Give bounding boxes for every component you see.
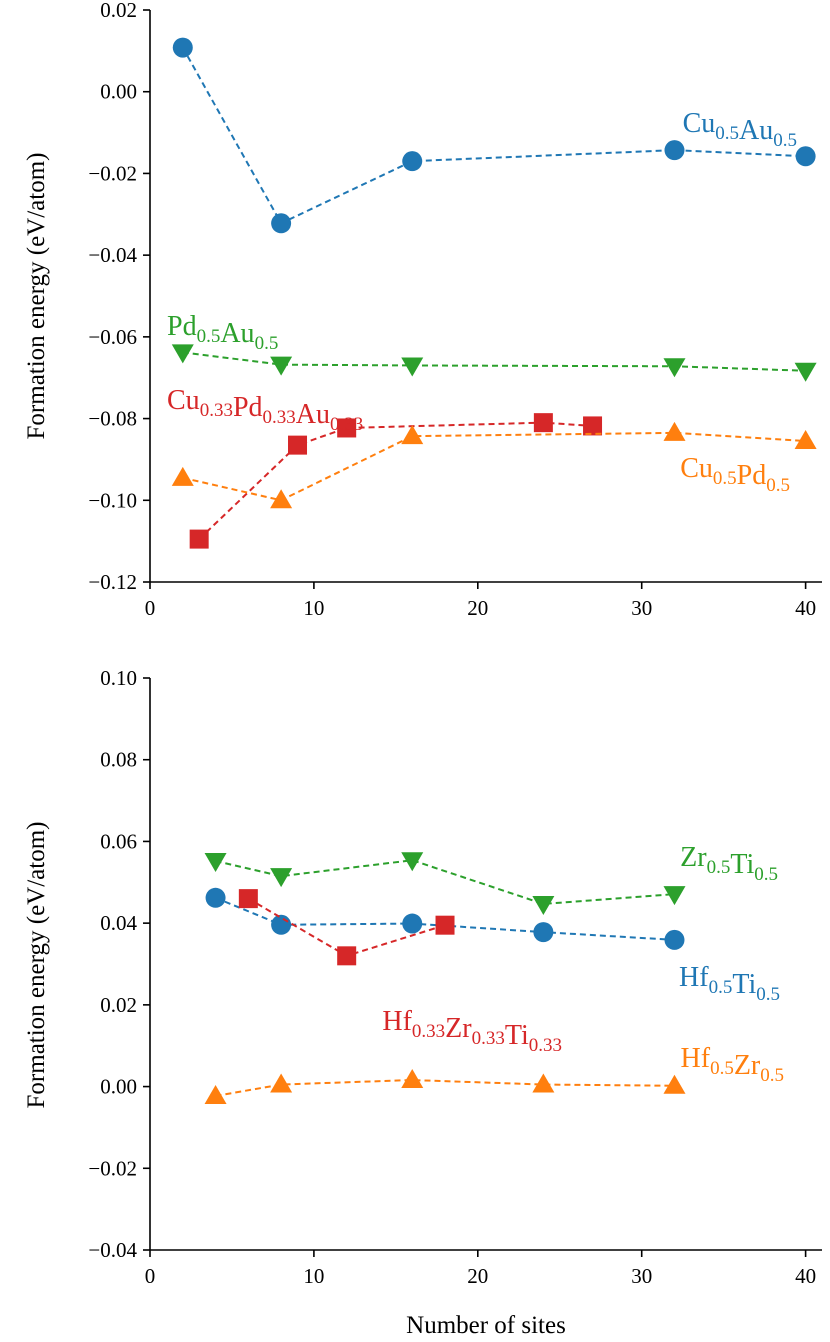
x-tick-label: 20 xyxy=(467,1264,488,1288)
series-Zr0.5Ti0.5: Zr0.5Ti0.5 xyxy=(204,842,778,915)
data-point xyxy=(401,852,424,872)
series-Hf0.5Zr0.5: Hf0.5Zr0.5 xyxy=(204,1043,784,1104)
data-point xyxy=(663,1074,686,1094)
x-axis-title: Number of sites xyxy=(406,1312,566,1339)
x-tick-label: 40 xyxy=(795,596,816,620)
y-tick-label: −0.06 xyxy=(88,325,137,349)
x-tick-label: 30 xyxy=(631,596,652,620)
y-tick-label: 0.00 xyxy=(100,1075,137,1099)
series-label: Hf0.5Ti0.5 xyxy=(679,962,780,1005)
y-tick-label: −0.04 xyxy=(88,243,137,267)
data-point xyxy=(402,151,423,172)
data-point xyxy=(435,915,455,935)
series-label: Zr0.5Ti0.5 xyxy=(680,842,778,885)
y-tick-label: 0.06 xyxy=(100,829,137,853)
data-point xyxy=(794,362,817,382)
y-tick-label: −0.08 xyxy=(88,407,137,431)
series-label: Cu0.33Pd0.33Au0.33 xyxy=(167,385,363,435)
data-point xyxy=(663,421,686,441)
data-point xyxy=(401,425,424,445)
data-point xyxy=(205,887,226,908)
series-line xyxy=(215,1079,675,1097)
data-point xyxy=(533,413,553,433)
series-label: Hf0.33Zr0.33Ti0.33 xyxy=(382,1006,562,1056)
data-point xyxy=(271,914,292,935)
series-line xyxy=(198,421,593,540)
data-point xyxy=(795,146,816,167)
y-axis-title: Formation energy (eV/atom) xyxy=(23,153,50,440)
data-point xyxy=(172,37,193,58)
data-point xyxy=(583,416,603,436)
series-line xyxy=(181,47,806,225)
y-tick-label: 0.02 xyxy=(100,0,137,22)
data-point xyxy=(270,489,293,509)
data-point xyxy=(664,929,685,950)
data-point xyxy=(401,1069,424,1089)
y-tick-label: −0.04 xyxy=(88,1238,137,1262)
x-tick-label: 0 xyxy=(145,596,156,620)
data-point xyxy=(270,868,293,888)
series-label: Pd0.5Au0.5 xyxy=(167,311,278,354)
data-point xyxy=(238,889,258,909)
series-label: Cu0.5Pd0.5 xyxy=(680,453,790,496)
data-point xyxy=(204,1084,227,1104)
data-point xyxy=(401,357,424,377)
data-point xyxy=(663,886,686,906)
y-tick-label: −0.12 xyxy=(88,570,137,594)
data-point xyxy=(270,356,293,376)
data-point xyxy=(171,466,194,486)
data-point xyxy=(533,922,554,943)
series-line xyxy=(182,431,806,502)
x-tick-label: 10 xyxy=(303,1264,324,1288)
top-panel: −0.12 −0.10 −0.08 −0.06 −0.04 −0.02 0.00 0.02 0 1… xyxy=(23,0,822,620)
y-tick-label: 0.08 xyxy=(100,748,137,772)
series-Cu0.5Au0.5: Cu0.5Au0.5 xyxy=(172,37,816,234)
x-tick-label: 20 xyxy=(467,596,488,620)
x-tick-label: 0 xyxy=(145,1264,156,1288)
data-point xyxy=(337,418,357,438)
data-point xyxy=(288,435,308,455)
data-point xyxy=(171,344,194,364)
data-point xyxy=(189,529,209,549)
y-tick-label: 0.10 xyxy=(100,666,137,690)
y-tick-label: 0.00 xyxy=(100,80,137,104)
series-line xyxy=(215,859,675,905)
data-point xyxy=(532,895,555,915)
series-label: Cu0.5Au0.5 xyxy=(683,108,797,151)
data-point xyxy=(794,430,817,450)
data-point xyxy=(663,358,686,378)
data-point xyxy=(664,140,685,161)
data-point xyxy=(532,1073,555,1093)
x-tick-label: 40 xyxy=(795,1264,816,1288)
data-point xyxy=(402,913,423,934)
data-point xyxy=(271,213,292,234)
series-Hf0.5Ti0.5: Hf0.5Ti0.5 xyxy=(205,887,780,1005)
y-tick-label: 0.04 xyxy=(100,911,137,935)
y-tick-label: 0.02 xyxy=(100,993,137,1017)
series-Pd0.5Au0.5: Pd0.5Au0.5 xyxy=(167,311,817,382)
y-axis-title: Formation energy (eV/atom) xyxy=(23,822,50,1109)
series-Hf0.33Zr0.33Ti0.33: Hf0.33Zr0.33Ti0.33 xyxy=(238,889,562,1056)
bottom-panel: −0.04 −0.02 0.00 0.02 0.04 0.06 0.08 0.10 0 10 20 3… xyxy=(23,666,822,1339)
x-tick-label: 10 xyxy=(303,596,324,620)
series-Cu0.5Pd0.5: Cu0.5Pd0.5 xyxy=(171,421,817,509)
data-point xyxy=(204,853,227,873)
y-tick-label: −0.02 xyxy=(88,161,137,185)
data-point xyxy=(270,1073,293,1093)
y-tick-label: −0.02 xyxy=(88,1156,137,1180)
series-label: Hf0.5Zr0.5 xyxy=(681,1043,784,1086)
y-tick-label: −0.10 xyxy=(88,488,137,512)
data-point xyxy=(337,946,357,966)
x-tick-label: 30 xyxy=(631,1264,652,1288)
series-Cu0.33Pd0.33Au0.33: Cu0.33Pd0.33Au0.33 xyxy=(167,385,603,549)
